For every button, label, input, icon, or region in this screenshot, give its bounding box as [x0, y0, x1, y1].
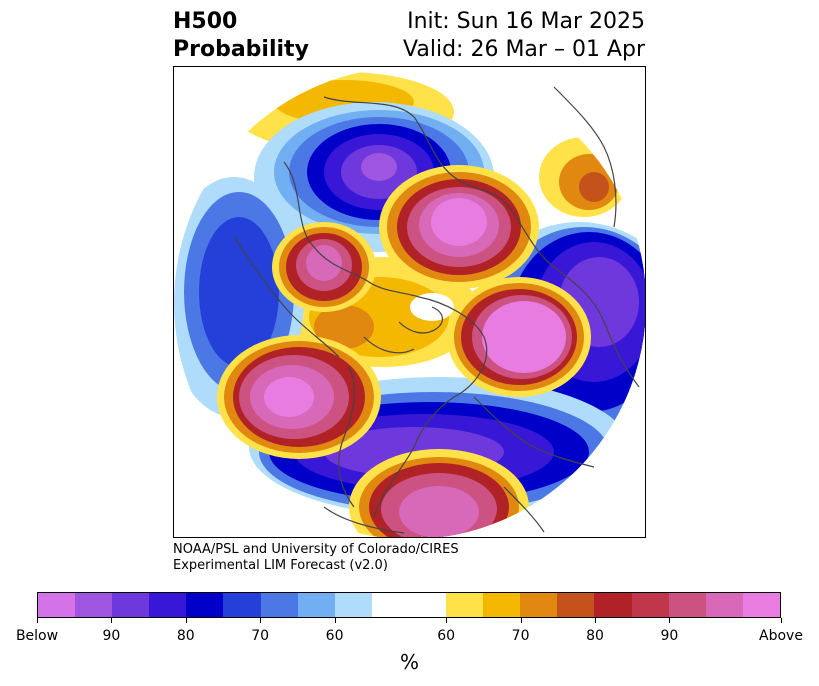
colorbar-segment: [223, 593, 261, 617]
colorbar-segment: [38, 593, 76, 617]
coastlines: [233, 86, 640, 534]
title-line-variable: H500: [173, 9, 238, 34]
colorbar-segment: [408, 593, 447, 617]
colorbar-tick: [334, 618, 336, 623]
colorbar-label: 80: [586, 628, 604, 644]
colorbar-segment: [112, 593, 150, 617]
colorbar-tick: [669, 618, 671, 623]
init-date: Init: Sun 16 Mar 2025: [407, 9, 645, 34]
colorbar-tick: [781, 618, 782, 623]
colorbar-label: Above: [759, 628, 803, 644]
credit-line-institution: NOAA/PSL and University of Colorado/CIRE…: [173, 542, 459, 557]
colorbar-tick: [520, 618, 522, 623]
colorbar-segment: [297, 593, 335, 617]
above-siberia: [379, 165, 539, 289]
probability-colorbar: [37, 592, 781, 618]
colorbar-segment: [483, 593, 521, 617]
colorbar-segment: [557, 593, 595, 617]
credit-line-model: Experimental LIM Forecast (v2.0): [173, 558, 388, 573]
colorbar-label: Below: [15, 628, 59, 644]
colorbar-label: 90: [660, 628, 679, 644]
colorbar-segment: [334, 593, 372, 617]
probability-field: [174, 67, 645, 537]
colorbar-segment: [520, 593, 558, 617]
colorbar-tick: [37, 618, 38, 623]
colorbar-tick: [185, 618, 187, 623]
colorbar-segment: [446, 593, 484, 617]
above-west-europe: [217, 335, 381, 459]
colorbar-labels: Below 90 80 70 60 60 70 80 90 Above: [16, 628, 803, 646]
map-title: H500 Probability: [173, 8, 309, 64]
colorbar-segment: [705, 593, 743, 617]
colorbar-segment: [186, 593, 224, 617]
colorbar-segment: [742, 593, 780, 617]
colorbar-units: %: [399, 650, 419, 674]
colorbar-segment: [594, 593, 632, 617]
colorbar-segment: [75, 593, 113, 617]
colorbar-segment: [371, 593, 409, 617]
title-line-field: Probability: [173, 37, 309, 62]
colorbar-label: 70: [251, 628, 270, 644]
colorbar-label: 60: [437, 628, 456, 644]
colorbar-tick: [446, 618, 448, 623]
above-gulf-of-alaska: [447, 277, 591, 397]
credits: NOAA/PSL and University of Colorado/CIRE…: [173, 542, 459, 574]
colorbar-segment: [260, 593, 298, 617]
forecast-dates: Init: Sun 16 Mar 2025 Valid: 26 Mar – 01…: [300, 8, 645, 64]
colorbar-tick: [595, 618, 596, 623]
polar-probability-map: [174, 67, 645, 537]
colorbar-label: 80: [176, 628, 195, 644]
colorbar-tick: [111, 618, 113, 623]
colorbar-tick: [260, 618, 262, 623]
above-central-asia: [272, 222, 376, 312]
colorbar-segment: [631, 593, 669, 617]
map-panel: [173, 66, 646, 538]
colorbar-segment: [668, 593, 706, 617]
colorbar-label: 90: [102, 628, 121, 644]
colorbar-segment: [149, 593, 187, 617]
colorbar-label: 70: [511, 628, 530, 644]
valid-date: Valid: 26 Mar – 01 Apr: [403, 37, 645, 62]
colorbar-label: 60: [325, 628, 344, 644]
